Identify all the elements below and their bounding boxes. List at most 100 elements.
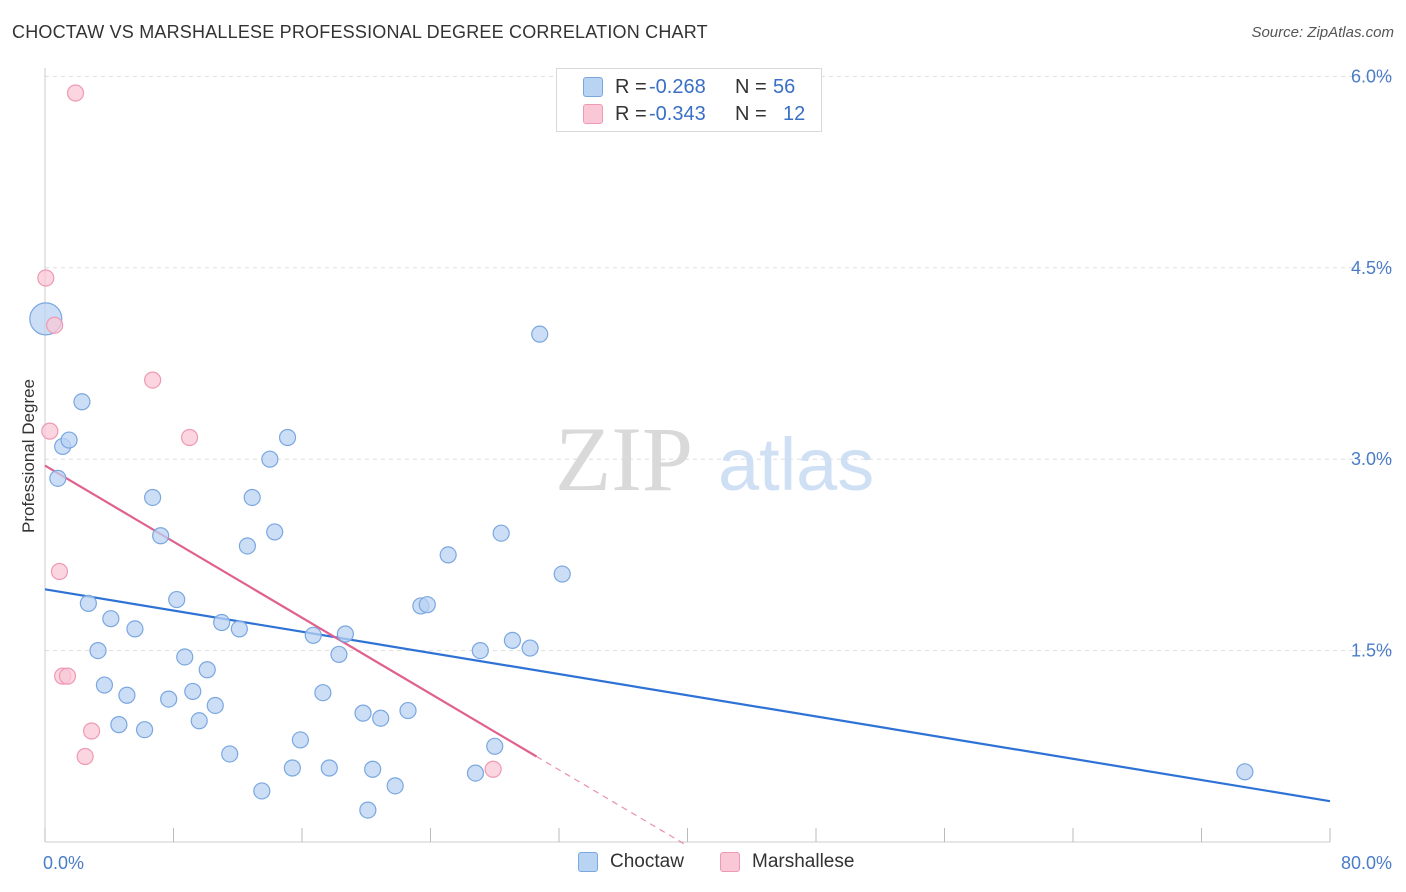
choctaw-point <box>291 731 309 749</box>
trend-line-marshallese <box>44 464 538 758</box>
choctaw-point <box>372 709 390 727</box>
trend-line-extension <box>536 755 688 847</box>
watermark-atlas: atlas <box>718 423 874 506</box>
marshallese-point <box>50 562 69 581</box>
marshallese-swatch <box>583 104 603 124</box>
watermark-zip: ZIP <box>555 408 693 510</box>
choctaw-point <box>314 684 332 702</box>
y-axis-label: Professional Degree <box>19 379 38 533</box>
choctaw-swatch <box>583 77 603 97</box>
trend-lines <box>44 464 1331 847</box>
marshallese-point <box>37 269 55 287</box>
choctaw-point <box>110 716 128 734</box>
marshallese-point <box>82 722 101 740</box>
source-label: Source: ZipAtlas.com <box>1251 24 1394 41</box>
choctaw-point <box>486 737 504 755</box>
choctaw-point <box>79 594 97 612</box>
choctaw-point <box>60 431 78 449</box>
choctaw-point <box>160 690 178 708</box>
chart-title: CHOCTAW VS MARSHALLESE PROFESSIONAL DEGR… <box>12 22 708 42</box>
legend-item-marshallese: Marshallese <box>720 851 854 873</box>
choctaw-point <box>221 745 239 763</box>
choctaw-point <box>184 682 202 701</box>
choctaw-point <box>492 524 510 542</box>
choctaw-point <box>553 565 571 583</box>
y-tick-label: 3.0% <box>1351 449 1392 469</box>
choctaw-point <box>73 393 91 411</box>
choctaw-point <box>190 712 208 730</box>
n-label: N = <box>735 75 767 98</box>
choctaw-point <box>336 625 354 643</box>
choctaw-point <box>278 428 297 447</box>
marshallese-point <box>58 667 77 685</box>
marshallese-legend-swatch <box>720 852 740 872</box>
marshallese-legend-label: Marshallese <box>752 851 855 872</box>
choctaw-point <box>230 620 248 638</box>
choctaw-point <box>304 626 322 644</box>
choctaw-point <box>330 645 348 664</box>
choctaw-point <box>198 661 216 679</box>
marshallese-point <box>46 316 64 334</box>
grid-lines <box>45 75 1392 652</box>
choctaw-point <box>89 641 107 660</box>
choctaw-point <box>471 641 489 660</box>
choctaw-point <box>135 721 154 739</box>
marshallese-point <box>41 422 59 440</box>
x-tick-labels: 0.0% 80.0% <box>43 853 1392 873</box>
choctaw-point <box>359 801 377 819</box>
choctaw-point <box>152 527 170 545</box>
choctaw-point <box>49 469 67 487</box>
choctaw-point <box>118 686 136 704</box>
choctaw-point <box>144 488 162 507</box>
r-label: R = <box>615 102 647 125</box>
choctaw-point <box>213 613 231 632</box>
choctaw-point <box>102 610 120 628</box>
choctaw-point <box>126 620 144 638</box>
choctaw-point <box>466 764 485 782</box>
marshallese-point <box>180 428 199 447</box>
y-tick-label: 6.0% <box>1351 66 1392 86</box>
marshallese-point <box>76 747 94 766</box>
y-tick-label: 1.5% <box>1351 641 1392 661</box>
legend-row-marshallese: R = -0.343 N = 12 <box>583 102 805 126</box>
choctaw-point <box>521 639 539 657</box>
r-value: -0.343 <box>649 102 706 125</box>
marshallese-point <box>144 371 162 389</box>
marshallese-point <box>66 84 85 102</box>
choctaw-point <box>503 631 522 649</box>
choctaw-point <box>1236 763 1254 781</box>
choctaw-point <box>531 325 549 343</box>
choctaw-point <box>176 648 194 666</box>
choctaw-point <box>439 546 457 564</box>
n-label: N = <box>735 102 767 125</box>
trend-line-choctaw <box>44 588 1331 803</box>
choctaw-point <box>168 590 186 609</box>
choctaw-point <box>243 488 261 507</box>
choctaw-point <box>354 704 372 722</box>
y-tick-labels: 1.5% 3.0% 4.5% 6.0% <box>1351 66 1392 660</box>
correlation-legend: R = -0.268 N = 56 R = -0.343 N = 12 <box>556 68 822 132</box>
axes <box>44 68 1331 843</box>
choctaw-point <box>261 450 279 468</box>
choctaw-point <box>418 596 436 614</box>
marshallese-point <box>484 760 502 778</box>
choctaw-legend-swatch <box>578 852 598 872</box>
y-tick-label: 4.5% <box>1351 258 1392 278</box>
legend-row-choctaw: R = -0.268 N = 56 <box>583 75 795 99</box>
x-tick-label-max: 80.0% <box>1341 853 1392 873</box>
r-value: -0.268 <box>649 75 706 98</box>
choctaw-legend-label: Choctaw <box>610 851 684 872</box>
choctaw-point <box>386 777 404 795</box>
choctaw-point <box>283 759 301 777</box>
choctaw-point <box>206 696 224 715</box>
watermark: ZIP atlas <box>555 408 874 510</box>
legend-item-choctaw: Choctaw <box>578 851 684 873</box>
choctaw-point <box>399 701 417 720</box>
choctaw-point <box>95 676 114 694</box>
r-label: R = <box>615 75 647 98</box>
choctaw-point <box>253 782 271 800</box>
choctaw-point <box>320 759 338 777</box>
choctaw-point <box>364 760 382 778</box>
choctaw-point <box>238 537 256 555</box>
